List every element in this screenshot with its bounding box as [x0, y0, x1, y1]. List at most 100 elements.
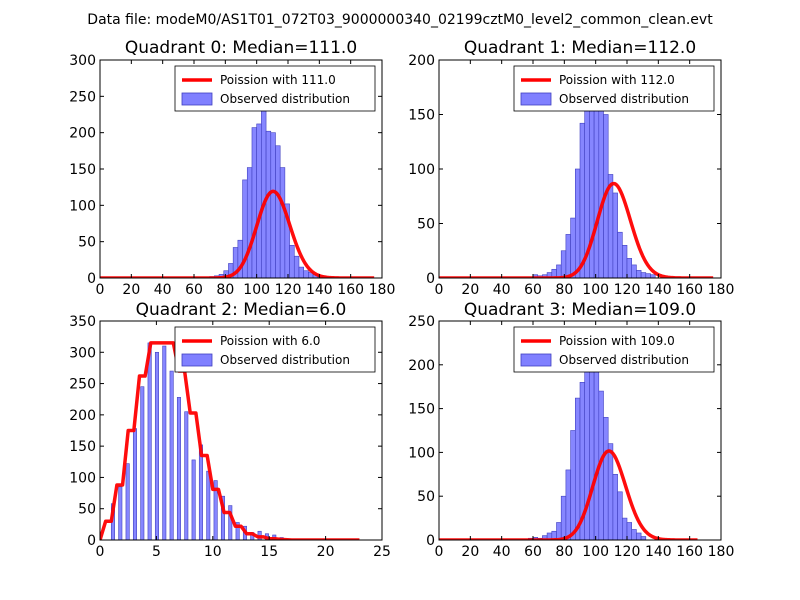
histogram-bar: [176, 397, 181, 540]
panel-title: Quadrant 3: Median=109.0: [464, 300, 696, 320]
legend-bar-label: Observed distribution: [220, 353, 350, 367]
y-tick-label: 250: [408, 314, 435, 330]
x-tick-label: 140: [306, 282, 333, 298]
x-tick-label: 40: [154, 282, 172, 298]
x-tick-label: 60: [185, 282, 203, 298]
y-tick-label: 0: [426, 271, 435, 287]
legend-bar-swatch: [520, 353, 552, 367]
poisson-curve: [100, 189, 375, 278]
histogram-bar: [574, 397, 581, 540]
x-tick-label: 180: [369, 282, 396, 298]
x-tick-label: 0: [435, 544, 444, 560]
histogram-bar: [617, 231, 623, 278]
histogram-bar: [284, 203, 290, 278]
plot-area: [439, 333, 698, 540]
histogram-bar: [560, 495, 567, 540]
legend: Poission with 6.0 Observed distribution: [174, 326, 376, 373]
histogram-bar: [565, 234, 571, 278]
legend-line-label: Poission with 109.0: [559, 334, 675, 348]
histogram-bar: [261, 93, 267, 278]
histogram-bar: [565, 469, 571, 540]
y-tick-label: 300: [69, 345, 96, 361]
histogram-bar: [645, 273, 651, 278]
histogram-bar: [206, 470, 211, 540]
x-tick-label: 140: [645, 282, 672, 298]
legend: Poission with 111.0 Observed distribution: [174, 65, 376, 112]
histogram-bar: [289, 245, 295, 278]
panel-quadrant-3: Quadrant 3: Median=109.0 0 20 40 60 80 100 120…: [408, 300, 734, 560]
histogram-bar: [631, 529, 637, 540]
panel-title: Quadrant 0: Median=111.0: [125, 38, 357, 58]
histogram-bar: [237, 239, 243, 278]
y-tick-label: 0: [426, 533, 435, 549]
y-tick-label: 100: [69, 470, 96, 486]
x-tick-label: 0: [96, 544, 105, 560]
histogram-bar: [279, 167, 286, 278]
histogram-bar: [246, 167, 253, 278]
poisson-curve: [100, 341, 360, 540]
histogram-bar: [621, 517, 628, 540]
histogram-bar: [132, 428, 137, 540]
histogram-bar: [589, 100, 595, 278]
legend-line-label: Poission with 112.0: [559, 73, 675, 87]
x-tick-label: 100: [243, 282, 270, 298]
histogram-bar: [612, 192, 618, 278]
poisson-curve: [439, 449, 698, 540]
y-tick-label: 150: [408, 402, 435, 418]
legend: Poission with 109.0 Observed distribution: [513, 326, 715, 373]
panel-title: Quadrant 2: Median=6.0: [136, 300, 347, 320]
poisson-curve: [439, 181, 714, 278]
histogram-bar: [640, 536, 647, 540]
x-tick-label: 160: [676, 544, 703, 560]
axes-frame: [438, 320, 722, 541]
legend-bar-swatch: [181, 353, 213, 367]
x-tick-label: 80: [555, 282, 573, 298]
y-tick-label: 100: [69, 198, 96, 214]
histogram-bar: [265, 130, 272, 278]
x-tick-label: 20: [122, 282, 140, 298]
x-tick-label: 20: [461, 282, 479, 298]
panel-title: Quadrant 1: Median=112.0: [464, 38, 696, 58]
histogram-bar: [617, 491, 623, 540]
histogram-bar: [198, 444, 203, 540]
x-tick-label: 180: [708, 544, 735, 560]
histogram-bar: [631, 264, 637, 278]
histogram-bar: [626, 522, 632, 540]
histogram-bar: [154, 351, 159, 540]
histogram-bar: [636, 532, 642, 540]
histogram-bar: [220, 495, 225, 540]
histogram-bar: [598, 90, 604, 278]
histogram-bar: [275, 145, 281, 278]
x-tick-label: 20: [317, 544, 335, 560]
histogram-bar: [612, 473, 618, 540]
y-tick-label: 200: [408, 358, 435, 374]
histogram-bar: [140, 386, 145, 540]
y-tick-label: 300: [69, 53, 96, 69]
histogram-bar: [570, 430, 576, 540]
histogram-bar: [650, 274, 656, 278]
x-tick-label: 0: [435, 282, 444, 298]
x-tick-label: 10: [204, 544, 222, 560]
axes-frame: [99, 59, 383, 279]
histogram-bar: [607, 443, 614, 540]
x-tick-label: 120: [614, 544, 641, 560]
y-tick-label: 350: [69, 314, 96, 330]
x-tick-label: 120: [275, 282, 302, 298]
histogram-bar: [298, 266, 304, 278]
y-tick-label: 0: [87, 533, 96, 549]
y-tick-label: 200: [69, 126, 96, 142]
plot-area: [439, 86, 714, 278]
histogram-bar: [603, 417, 609, 540]
y-tick-label: 250: [69, 377, 96, 393]
histogram-bar: [560, 250, 567, 278]
x-tick-label: 0: [96, 282, 105, 298]
y-tick-label: 150: [69, 162, 96, 178]
plot-area: [100, 341, 360, 540]
x-tick-label: 100: [582, 544, 609, 560]
y-tick-label: 50: [78, 502, 96, 518]
x-tick-label: 140: [645, 544, 672, 560]
histogram-bar: [251, 127, 257, 278]
histogram-bar: [636, 270, 642, 278]
histogram-bar: [621, 245, 628, 278]
